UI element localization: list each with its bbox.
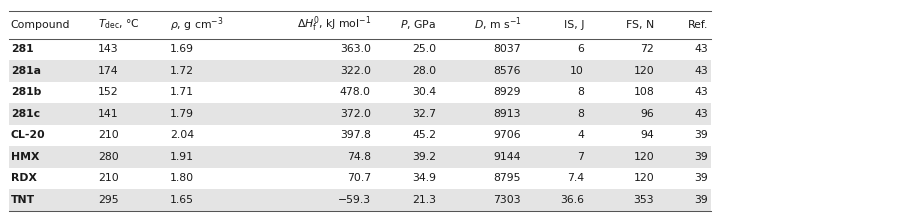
Text: 8037: 8037 [493,45,521,54]
Text: 8913: 8913 [493,109,521,119]
Text: 152: 152 [98,88,119,97]
Text: 322.0: 322.0 [340,66,371,76]
Text: FS, N: FS, N [626,20,654,29]
Text: 8: 8 [577,109,584,119]
Text: HMX: HMX [11,152,40,162]
Text: 70.7: 70.7 [346,174,371,183]
Text: 210: 210 [98,131,119,140]
Text: 7.4: 7.4 [567,174,584,183]
Text: 96: 96 [641,109,654,119]
Text: 43: 43 [695,109,708,119]
Text: 34.9: 34.9 [412,174,436,183]
Text: 120: 120 [634,174,654,183]
Text: 108: 108 [634,88,654,97]
Text: 143: 143 [98,45,119,54]
Text: 363.0: 363.0 [340,45,371,54]
Text: 295: 295 [98,195,119,205]
Text: 39: 39 [695,152,708,162]
Text: 25.0: 25.0 [412,45,436,54]
Text: 39: 39 [695,195,708,205]
Text: 8929: 8929 [493,88,521,97]
Text: 281b: 281b [11,88,41,97]
Text: 43: 43 [695,66,708,76]
Text: 8: 8 [577,88,584,97]
Text: Ref.: Ref. [688,20,708,29]
Text: 120: 120 [634,152,654,162]
Text: 8576: 8576 [493,66,521,76]
Text: TNT: TNT [11,195,35,205]
Text: 280: 280 [98,152,119,162]
Text: IS, J: IS, J [563,20,584,29]
Text: 281: 281 [11,45,33,54]
Text: 1.71: 1.71 [170,88,194,97]
Text: 281c: 281c [11,109,40,119]
Text: Compound: Compound [11,20,70,29]
Text: 7: 7 [577,152,584,162]
Text: 9706: 9706 [493,131,521,140]
Text: 174: 174 [98,66,119,76]
Text: 1.79: 1.79 [170,109,194,119]
Text: 30.4: 30.4 [412,88,436,97]
Text: 1.91: 1.91 [170,152,194,162]
Text: 94: 94 [641,131,654,140]
Text: 45.2: 45.2 [412,131,436,140]
Text: 9144: 9144 [493,152,521,162]
Text: 1.80: 1.80 [170,174,194,183]
Text: $T_\mathrm{dec}$, °C: $T_\mathrm{dec}$, °C [98,18,140,31]
Text: 6: 6 [577,45,584,54]
Text: 210: 210 [98,174,119,183]
Text: 8795: 8795 [493,174,521,183]
Text: 10: 10 [571,66,584,76]
Text: 120: 120 [634,66,654,76]
Text: 1.72: 1.72 [170,66,194,76]
Text: 21.3: 21.3 [412,195,436,205]
Text: 36.6: 36.6 [560,195,584,205]
Text: 2.04: 2.04 [170,131,194,140]
Text: 32.7: 32.7 [412,109,436,119]
Text: 141: 141 [98,109,119,119]
Text: $D$, m s$^{-1}$: $D$, m s$^{-1}$ [473,16,521,33]
Text: 28.0: 28.0 [412,66,436,76]
Text: 281a: 281a [11,66,40,76]
Text: 397.8: 397.8 [340,131,371,140]
Text: 43: 43 [695,45,708,54]
Text: 39.2: 39.2 [412,152,436,162]
Text: 43: 43 [695,88,708,97]
Text: 39: 39 [695,174,708,183]
Text: 1.65: 1.65 [170,195,194,205]
Text: 4: 4 [577,131,584,140]
Text: 72: 72 [641,45,654,54]
Text: CL-20: CL-20 [11,131,45,140]
Text: −59.3: −59.3 [338,195,371,205]
Text: $\Delta H^0_\mathrm{f}$, kJ mol$^{-1}$: $\Delta H^0_\mathrm{f}$, kJ mol$^{-1}$ [297,15,371,34]
Text: $P$, GPa: $P$, GPa [400,18,436,31]
Text: 353: 353 [634,195,654,205]
Text: 372.0: 372.0 [340,109,371,119]
Text: $\rho$, g cm$^{-3}$: $\rho$, g cm$^{-3}$ [170,15,223,34]
Text: 7303: 7303 [493,195,521,205]
Text: 39: 39 [695,131,708,140]
Text: 1.69: 1.69 [170,45,194,54]
Text: 478.0: 478.0 [340,88,371,97]
Text: RDX: RDX [11,174,37,183]
Text: 74.8: 74.8 [346,152,371,162]
